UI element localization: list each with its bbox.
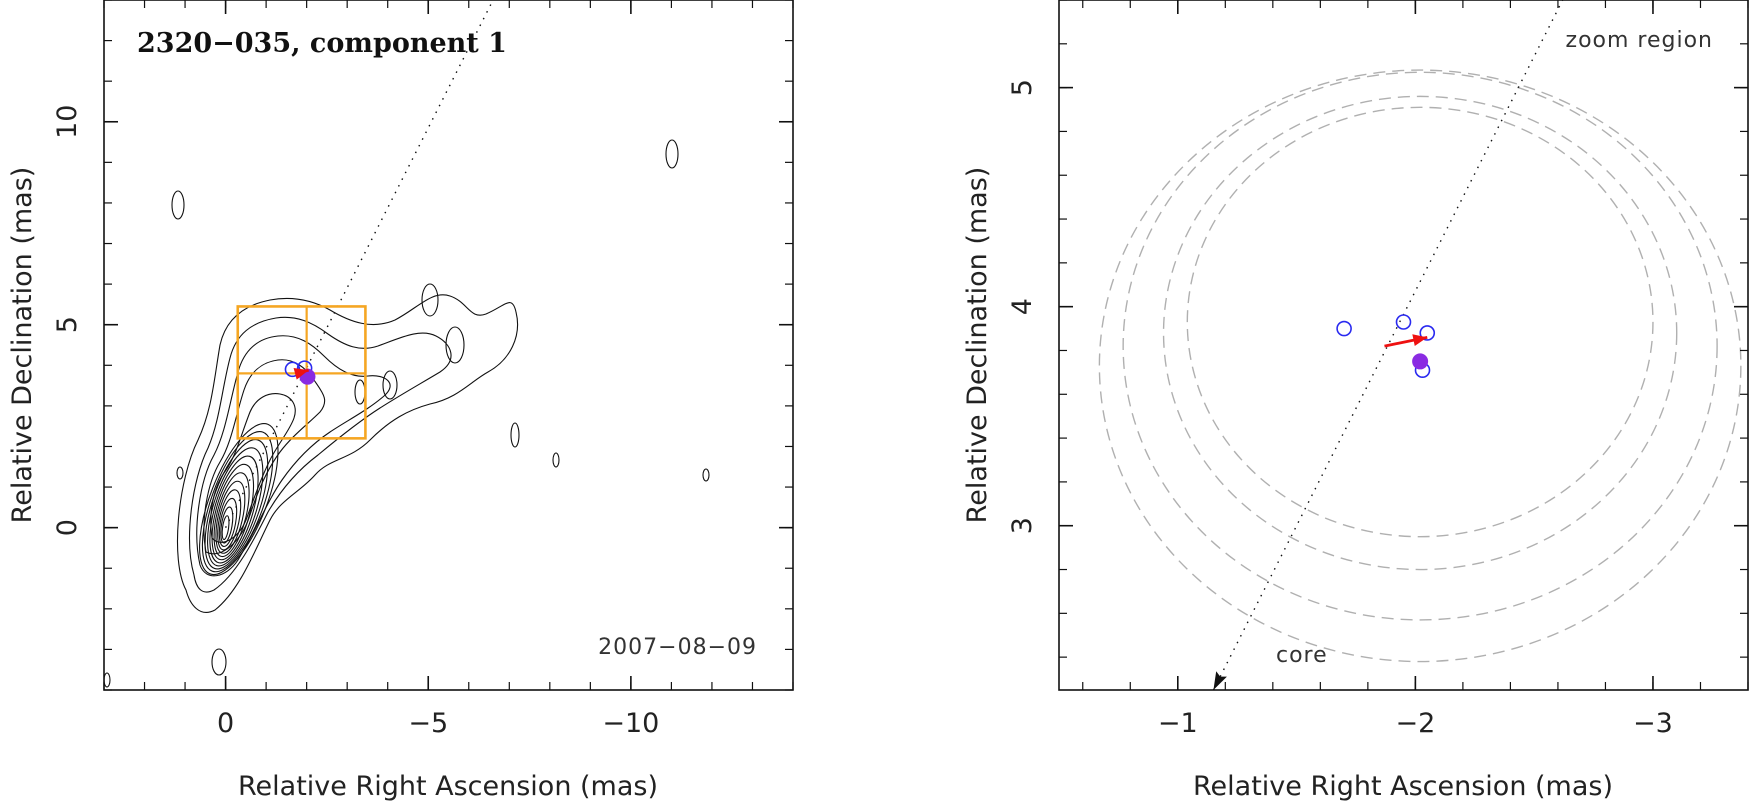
left-chart-title: 2320−035, component 1: [137, 28, 507, 59]
right-red-arrow-head: [1412, 334, 1428, 347]
left-isolated-contour-11: [354, 379, 366, 405]
right-x-axis-label: Relative Right Ascension (mas): [1193, 771, 1613, 802]
right-ticks: −1 −2 −3 3 4 5: [1007, 0, 1749, 739]
right-open-point-0: [1336, 320, 1352, 337]
left-points: [284, 360, 316, 385]
left-date-label: 2007−08−09: [598, 635, 757, 660]
left-isolated-contour-8: [445, 326, 465, 364]
left-core-contour: [209, 455, 259, 564]
left-core-contour: [201, 430, 274, 573]
right-uncertainty-circle-3: [1186, 106, 1654, 538]
right-filled-point-4: [1412, 353, 1429, 370]
right-open-point-2: [1419, 325, 1436, 341]
right-panel: −1 −2 −3 3 4 5 zoom region core Relative Righ…: [962, 0, 1749, 802]
right-plot-frame: [1058, 0, 1749, 691]
left-jet-axis: [224, 0, 494, 528]
left-isolated-contour-0: [171, 190, 185, 220]
left-jet-contour-2: [196, 335, 391, 577]
right-uncertainty-circle-1: [1122, 71, 1718, 621]
left-core-contour: [221, 515, 230, 541]
left-isolated-contour-3: [702, 468, 710, 482]
left-y-tick-label: 0: [52, 519, 83, 536]
left-red-arrow-head: [293, 367, 309, 380]
right-y-tick-label: 4: [1007, 298, 1038, 315]
left-isolated-contour-2: [552, 452, 560, 468]
right-y-tick-label: 5: [1007, 79, 1038, 96]
right-y-tick-label: 3: [1007, 517, 1038, 534]
right-zoom-label: zoom region: [1566, 28, 1713, 53]
left-contour-map: [104, 139, 710, 688]
left-x-tick-label: 0: [217, 708, 234, 739]
right-jet-axis-line: [1212, 0, 1564, 690]
right-y-axis-label: Relative Declination (mas): [962, 167, 993, 524]
left-core-contour: [217, 489, 242, 551]
left-isolated-contour-10: [510, 422, 520, 448]
left-core-contour: [218, 497, 238, 548]
left-plot-frame: [103, 0, 794, 691]
left-y-axis-label: Relative Declination (mas): [7, 167, 38, 524]
left-panel: 0 −5 −10 0 5 10 2320−035, component 1 2007−08…: [7, 0, 794, 802]
right-core-arrowhead: [1213, 671, 1227, 690]
left-y-tick-label: 10: [52, 105, 83, 139]
left-core-contour: [213, 472, 250, 558]
left-x-tick-label: −5: [408, 708, 448, 739]
left-core-contour: [215, 480, 246, 554]
right-x-tick-label: −1: [1158, 708, 1198, 739]
left-ticks: 0 −5 −10 0 5 10: [52, 0, 794, 739]
left-core-contour: [207, 447, 264, 567]
left-isolated-contour-7: [421, 283, 439, 317]
left-jet-contour-1: [189, 316, 452, 593]
right-open-point-1: [1395, 314, 1412, 330]
left-jet-contour-0: [176, 294, 518, 613]
right-uncertainty-circle-0: [1098, 69, 1742, 663]
left-isolated-contour-5: [211, 648, 227, 676]
left-x-axis-label: Relative Right Ascension (mas): [238, 771, 658, 802]
left-jet-contour-4: [210, 393, 296, 543]
left-core-contour: [220, 506, 234, 544]
right-jet-axis: [1212, 0, 1564, 690]
left-isolated-contour-4: [176, 466, 184, 480]
left-jet-axis-line: [224, 0, 494, 528]
right-points: [1336, 314, 1436, 378]
right-x-tick-label: −2: [1395, 708, 1435, 739]
left-isolated-contour-6: [104, 672, 111, 688]
left-y-tick-label: 5: [52, 316, 83, 333]
right-uncertainty-circles: [1098, 69, 1742, 663]
left-isolated-contour-1: [665, 139, 679, 169]
left-isolated-contour-9: [382, 370, 398, 400]
left-x-tick-label: −10: [602, 708, 659, 739]
right-core-label: core: [1276, 643, 1328, 668]
right-x-tick-label: −3: [1633, 708, 1673, 739]
right-uncertainty-circle-2: [1162, 95, 1678, 571]
